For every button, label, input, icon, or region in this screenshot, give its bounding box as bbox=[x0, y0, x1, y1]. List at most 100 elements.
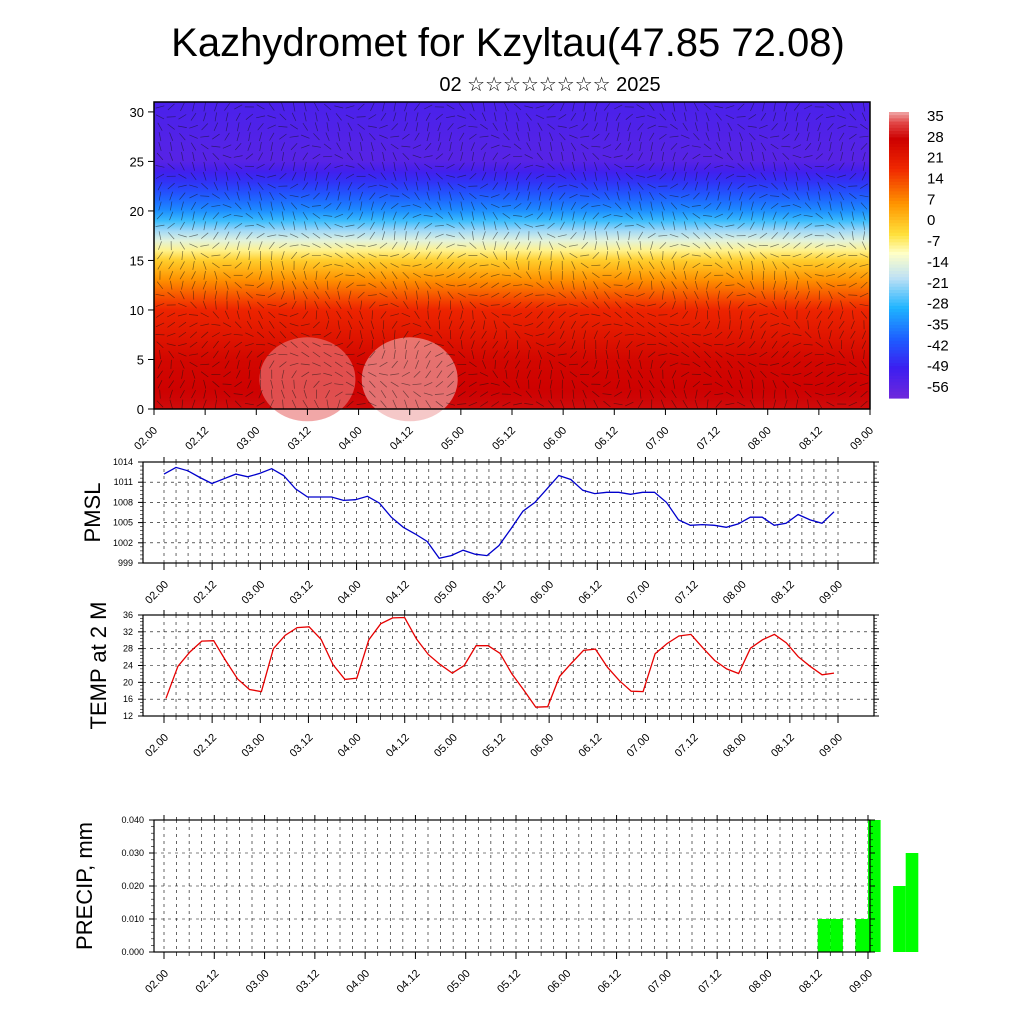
wind-barb bbox=[848, 295, 857, 296]
x-tick-label: 04.00 bbox=[336, 732, 364, 760]
y-tick-label: 20 bbox=[123, 677, 133, 687]
x-tick-label: 04.00 bbox=[337, 425, 365, 453]
precip-bar bbox=[893, 886, 906, 952]
colorbar-label: -28 bbox=[927, 296, 949, 313]
x-tick-label: 07.00 bbox=[625, 732, 653, 760]
y-tick-label: 25 bbox=[130, 154, 144, 169]
x-tick-label: 07.12 bbox=[696, 968, 724, 996]
x-tick-label: 08.12 bbox=[769, 732, 797, 760]
y-axis-label: PRECIP, mm bbox=[72, 822, 97, 950]
series-line bbox=[166, 618, 834, 708]
y-tick-label: 0.030 bbox=[121, 848, 144, 858]
x-tick-label: 05.12 bbox=[480, 579, 508, 607]
y-tick-label: 1014 bbox=[113, 457, 133, 467]
colorbar-label: -42 bbox=[927, 337, 949, 354]
wind-barb bbox=[357, 117, 366, 118]
x-tick-label: 04.12 bbox=[388, 425, 416, 453]
x-tick-label: 02.00 bbox=[132, 425, 160, 453]
x-tick-label: 06.00 bbox=[528, 579, 556, 607]
y-tick-label: 5 bbox=[137, 352, 144, 367]
y-tick-label: 999 bbox=[118, 558, 133, 568]
x-tick-label: 03.12 bbox=[288, 579, 316, 607]
colorbar-segment bbox=[889, 395, 909, 399]
wind-barb bbox=[551, 251, 552, 260]
y-tick-label: 0.040 bbox=[121, 815, 144, 825]
x-tick-label: 09.00 bbox=[817, 579, 845, 607]
x-tick-label: 04.12 bbox=[384, 732, 412, 760]
y-tick-label: 24 bbox=[123, 661, 133, 671]
y-axis-label: PMSL bbox=[80, 483, 105, 543]
wind-barb bbox=[804, 265, 813, 266]
wind-barb bbox=[629, 350, 630, 359]
chart-subtitle: 02 ☆☆☆☆☆☆☆☆ 2025 bbox=[439, 74, 660, 96]
x-tick-label: 07.12 bbox=[673, 579, 701, 607]
colorbar-label: 35 bbox=[927, 108, 944, 125]
colorbar-label: 28 bbox=[927, 129, 944, 146]
x-tick-label: 02.12 bbox=[191, 732, 219, 760]
y-tick-label: 0.010 bbox=[121, 914, 144, 924]
colorbar-label: -35 bbox=[927, 316, 949, 333]
colorbar-label: -14 bbox=[927, 254, 949, 271]
x-tick-label: 08.12 bbox=[797, 425, 825, 453]
precip-bar bbox=[818, 919, 831, 952]
x-tick-label: 08.00 bbox=[746, 425, 774, 453]
colorbar-label: -7 bbox=[927, 233, 940, 250]
colorbar-label: -56 bbox=[927, 379, 949, 396]
x-tick-label: 05.00 bbox=[432, 579, 460, 607]
x-tick-label: 02.12 bbox=[193, 968, 221, 996]
x-tick-label: 07.00 bbox=[644, 425, 672, 453]
wind-barb bbox=[372, 340, 373, 349]
x-tick-label: 02.00 bbox=[143, 968, 171, 996]
heatmap-field bbox=[154, 102, 870, 409]
x-tick-label: 07.00 bbox=[646, 968, 674, 996]
x-tick-label: 05.00 bbox=[445, 968, 473, 996]
x-tick-label: 05.00 bbox=[439, 425, 467, 453]
y-tick-label: 0.020 bbox=[121, 881, 144, 891]
x-tick-label: 02.00 bbox=[143, 732, 171, 760]
x-tick-label: 07.00 bbox=[625, 579, 653, 607]
x-tick-label: 06.12 bbox=[592, 425, 620, 453]
wind-barb bbox=[223, 384, 232, 385]
wind-barb bbox=[529, 261, 530, 270]
colorbar-label: 14 bbox=[927, 171, 944, 188]
x-tick-label: 05.12 bbox=[490, 425, 518, 453]
wind-barb bbox=[260, 370, 261, 379]
wind-barb bbox=[815, 354, 824, 355]
x-tick-label: 03.00 bbox=[244, 968, 272, 996]
x-tick-label: 03.00 bbox=[239, 579, 267, 607]
x-tick-label: 02.12 bbox=[183, 425, 211, 453]
wind-barb bbox=[848, 186, 857, 187]
x-tick-label: 05.00 bbox=[432, 732, 460, 760]
y-tick-label: 10 bbox=[130, 303, 144, 318]
x-tick-label: 09.00 bbox=[817, 732, 845, 760]
x-tick-label: 02.00 bbox=[143, 579, 171, 607]
wind-barb bbox=[272, 251, 273, 260]
y-tick-label: 0 bbox=[137, 402, 144, 417]
y-tick-label: 30 bbox=[130, 105, 144, 120]
y-axis-label: TEMP at 2 M bbox=[86, 602, 111, 730]
x-tick-label: 09.00 bbox=[847, 968, 875, 996]
x-tick-label: 04.12 bbox=[384, 579, 412, 607]
colorbar-label: -21 bbox=[927, 275, 949, 292]
wind-barb bbox=[703, 384, 712, 385]
x-tick-label: 08.00 bbox=[721, 732, 749, 760]
colorbar-label: 7 bbox=[927, 191, 935, 208]
y-tick-label: 15 bbox=[130, 253, 144, 268]
x-tick-label: 06.12 bbox=[576, 732, 604, 760]
wind-barb bbox=[663, 251, 664, 260]
y-tick-label: 36 bbox=[123, 610, 133, 620]
wind-barb bbox=[278, 354, 287, 355]
precip-bar bbox=[906, 853, 919, 952]
colorbar-label: 0 bbox=[927, 212, 935, 229]
x-tick-label: 03.12 bbox=[286, 425, 314, 453]
x-tick-label: 04.12 bbox=[395, 968, 423, 996]
wind-barb bbox=[547, 117, 556, 118]
precip-bar bbox=[855, 919, 868, 952]
x-tick-label: 07.12 bbox=[673, 732, 701, 760]
